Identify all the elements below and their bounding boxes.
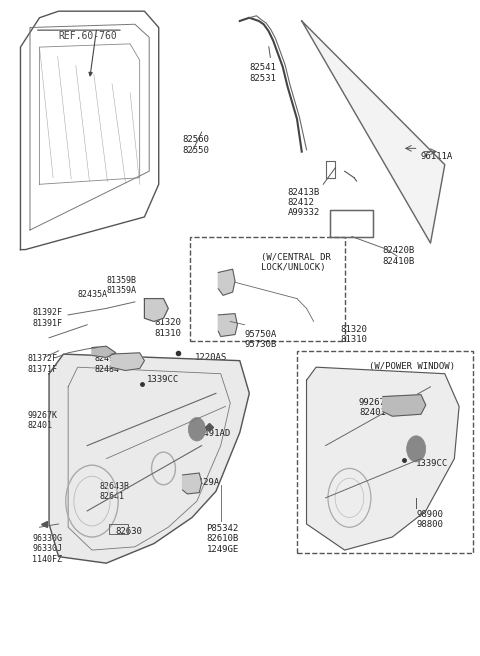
Polygon shape — [49, 354, 249, 563]
Text: 82420B
82410B: 82420B 82410B — [383, 247, 415, 266]
Polygon shape — [218, 314, 238, 337]
Text: 82435A: 82435A — [78, 290, 108, 299]
Text: 98900
98800: 98900 98800 — [416, 510, 443, 529]
Text: 1339CC: 1339CC — [416, 459, 448, 468]
Polygon shape — [307, 367, 459, 550]
Text: 82643B
82641: 82643B 82641 — [99, 482, 129, 501]
Polygon shape — [302, 21, 445, 243]
Text: 81372F
81371F: 81372F 81371F — [28, 354, 58, 373]
Text: 82541
82531: 82541 82531 — [249, 64, 276, 83]
Text: 82429A: 82429A — [187, 478, 219, 487]
Text: 96111A: 96111A — [421, 152, 453, 161]
Polygon shape — [182, 473, 202, 494]
Text: 95750A
95730B: 95750A 95730B — [244, 330, 277, 350]
Text: (W/POWER WINDOW): (W/POWER WINDOW) — [369, 362, 455, 371]
Polygon shape — [383, 395, 426, 416]
Text: 99267K
82401: 99267K 82401 — [28, 411, 58, 430]
Text: (W/CENTRAL DR
LOCK/UNLOCK): (W/CENTRAL DR LOCK/UNLOCK) — [261, 253, 331, 272]
Text: 81392F
81391F: 81392F 81391F — [32, 308, 62, 328]
Text: 99267K
82401: 99267K 82401 — [359, 398, 391, 417]
Text: 81320
81310: 81320 81310 — [340, 325, 367, 344]
Text: 82413B
82412
A99332: 82413B 82412 A99332 — [288, 188, 320, 217]
Text: 1339CC: 1339CC — [147, 375, 179, 384]
Text: P85342
82610B
1249GE: P85342 82610B 1249GE — [206, 524, 239, 554]
Text: 82630: 82630 — [116, 527, 143, 536]
Polygon shape — [218, 269, 235, 295]
Text: 82494X
82484: 82494X 82484 — [95, 354, 124, 373]
Polygon shape — [92, 346, 116, 358]
Text: 82560
82550: 82560 82550 — [182, 135, 209, 155]
Text: 1491AD: 1491AD — [199, 429, 231, 438]
Text: 81320
81310: 81320 81310 — [154, 318, 181, 338]
Text: REF.60-760: REF.60-760 — [59, 31, 117, 41]
Polygon shape — [144, 298, 168, 321]
Circle shape — [188, 417, 205, 441]
Polygon shape — [111, 353, 144, 371]
Text: 96330G
96330J
1140FZ: 96330G 96330J 1140FZ — [32, 534, 62, 564]
Circle shape — [407, 436, 426, 462]
Text: 1220AS: 1220AS — [194, 353, 227, 362]
Text: 81359B
81359A: 81359B 81359A — [106, 276, 136, 295]
